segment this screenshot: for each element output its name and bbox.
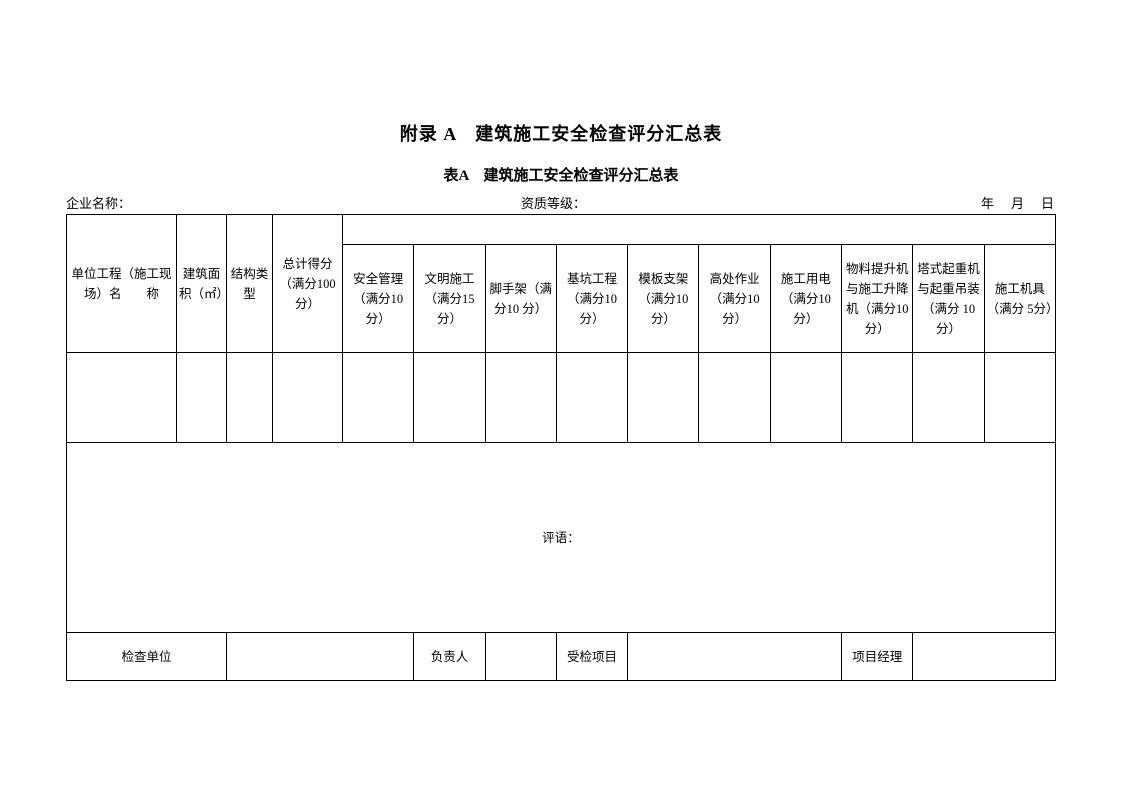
date-label: 年 月 日 — [981, 193, 1056, 212]
table-title: 表A 建筑施工安全检查评分汇总表 — [66, 164, 1056, 185]
header-construction-electricity: 施工用电（满分10 分） — [770, 245, 841, 353]
cell-safety-mgmt — [343, 353, 414, 443]
header-construction-tools: 施工机具（满分 5分） — [984, 245, 1055, 353]
footer-inspected-project-label: 受检项目 — [556, 633, 627, 681]
header-scaffolding: 脚手架（满分10 分） — [485, 245, 556, 353]
info-row: 企业名称： 资质等级： 年 月 日 — [66, 193, 1056, 212]
cell-total-score — [273, 353, 343, 443]
footer-responsible-value — [485, 633, 556, 681]
header-tower-crane: 塔式起重机与起重吊装（满分 10 分） — [913, 245, 984, 353]
cell-civilized-construction — [414, 353, 485, 443]
footer-inspected-project-value — [628, 633, 842, 681]
header-civilized-construction: 文明施工（满分15 分） — [414, 245, 485, 353]
cell-tower-crane — [913, 353, 984, 443]
footer-project-manager-value — [913, 633, 1056, 681]
header-structure-type: 结构类型 — [227, 215, 273, 353]
page-container: 附录 A 建筑施工安全检查评分汇总表 表A 建筑施工安全检查评分汇总表 企业名称… — [0, 0, 1122, 681]
company-label: 企业名称： — [66, 193, 131, 212]
cell-construction-electricity — [770, 353, 841, 443]
header-foundation-pit: 基坑工程（满分10 分） — [556, 245, 627, 353]
footer-inspect-unit-value — [227, 633, 414, 681]
cell-formwork-support — [628, 353, 699, 443]
header-building-area: 建筑面积（㎡） — [177, 215, 227, 353]
cell-material-hoist — [842, 353, 913, 443]
footer-responsible-label: 负责人 — [414, 633, 485, 681]
header-total-score: 总计得分（满分100 分） — [273, 215, 343, 353]
cell-foundation-pit — [556, 353, 627, 443]
score-summary-table: 单位工程（施工现场）名 称 建筑面积（㎡） 结构类型 总计得分（满分100 分）… — [66, 214, 1056, 681]
header-project-name: 单位工程（施工现场）名 称 — [67, 215, 177, 353]
header-formwork-support: 模板支架（满分10 分） — [628, 245, 699, 353]
comment-cell: 评语： — [67, 443, 1056, 633]
header-subitems-group — [343, 215, 1056, 245]
footer-project-manager-label: 项目经理 — [842, 633, 913, 681]
cell-structure-type — [227, 353, 273, 443]
cell-scaffolding — [485, 353, 556, 443]
qualification-label: 资质等级： — [521, 193, 586, 212]
appendix-title: 附录 A 建筑施工安全检查评分汇总表 — [66, 120, 1056, 146]
data-row — [67, 353, 1056, 443]
header-material-hoist: 物料提升机与施工升降机（满分10 分） — [842, 245, 913, 353]
header-safety-mgmt: 安全管理（满分10 分） — [343, 245, 414, 353]
cell-construction-tools — [984, 353, 1055, 443]
cell-high-altitude — [699, 353, 770, 443]
footer-inspect-unit-label: 检查单位 — [67, 633, 227, 681]
cell-building-area — [177, 353, 227, 443]
header-high-altitude: 高处作业（满分10 分） — [699, 245, 770, 353]
cell-project-name — [67, 353, 177, 443]
